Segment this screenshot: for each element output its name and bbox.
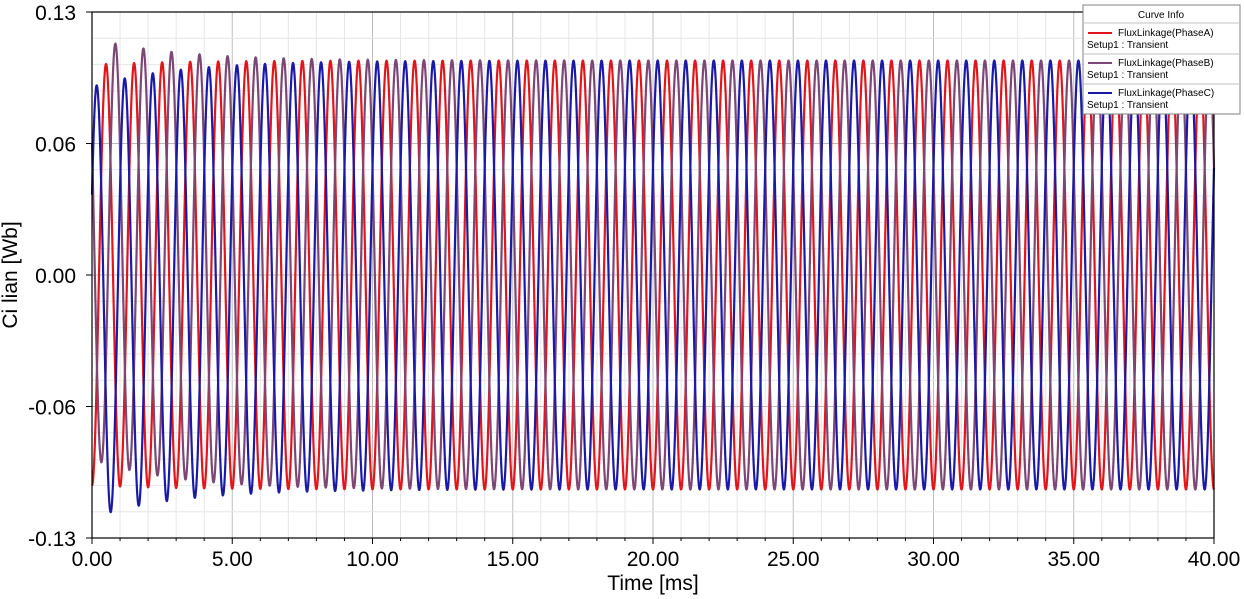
- y-axis-title: Ci lian [Wb]: [0, 221, 22, 328]
- legend-series-name: FluxLinkage(PhaseC): [1118, 88, 1214, 99]
- series-line-phase-c: [90, 59, 1216, 514]
- y-tick-label: 0.13: [35, 2, 76, 25]
- grid-lines: [91, 11, 1215, 539]
- x-tick-label: 20.00: [627, 548, 680, 571]
- legend[interactable]: Curve Info FluxLinkage(PhaseA)Setup1 : T…: [1082, 4, 1241, 115]
- legend-series-name: FluxLinkage(PhaseA): [1118, 28, 1214, 39]
- legend-title: Curve Info: [1138, 10, 1185, 21]
- x-tick-label: 0.00: [72, 548, 113, 571]
- y-tick-label: 0.06: [35, 134, 76, 157]
- x-tick-label: 40.00: [1188, 548, 1241, 571]
- series-layer: [90, 42, 1216, 514]
- y-tick-label: -0.06: [28, 397, 76, 420]
- legend-series-setup: Setup1 : Transient: [1087, 100, 1168, 111]
- axis-ticks: 0.00 5.00 10.00 15.00 20.00 25.00 30.00 35.00 40…: [28, 2, 1240, 571]
- legend-series-setup: Setup1 : Transient: [1087, 40, 1168, 51]
- y-tick-label: -0.13: [28, 528, 76, 551]
- x-tick-label: 15.00: [486, 548, 539, 571]
- legend-series-name: FluxLinkage(PhaseB): [1118, 58, 1214, 69]
- x-tick-label: 5.00: [212, 548, 253, 571]
- x-tick-label: 10.00: [346, 548, 399, 571]
- x-axis-title: Time [ms]: [607, 572, 698, 595]
- legend-entries: FluxLinkage(PhaseA)Setup1 : TransientFlu…: [1084, 28, 1239, 111]
- legend-series-setup: Setup1 : Transient: [1087, 70, 1168, 81]
- x-tick-label: 25.00: [767, 548, 820, 571]
- y-tick-label: 0.00: [35, 265, 76, 288]
- legend-header: [1084, 6, 1239, 23]
- x-tick-label: 35.00: [1047, 548, 1100, 571]
- x-tick-label: 30.00: [907, 548, 960, 571]
